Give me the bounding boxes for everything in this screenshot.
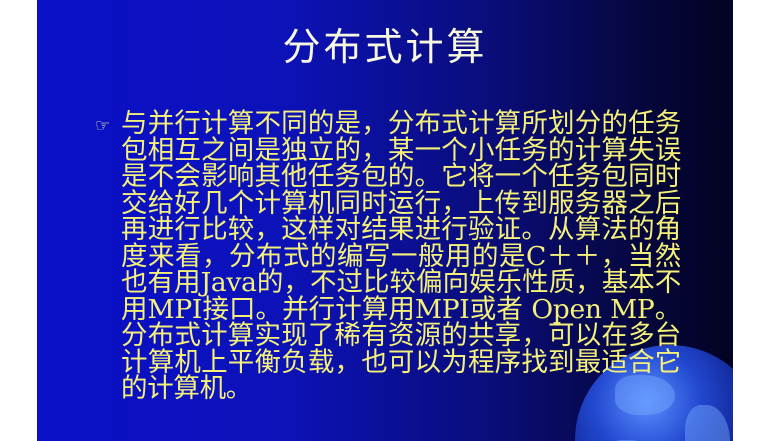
body-text: 与并行计算不同的是，分布式计算所划分的任务包相互之间是独立的，某一个小任务的计算… — [121, 111, 681, 403]
pointing-hand-icon: ☞ — [95, 117, 117, 135]
slide-title: 分布式计算 — [37, 22, 733, 72]
slide: 分布式计算 ☞ 与并行计算不同的是，分布式计算所划分的任务包相互之间是独立的，某… — [37, 0, 733, 441]
